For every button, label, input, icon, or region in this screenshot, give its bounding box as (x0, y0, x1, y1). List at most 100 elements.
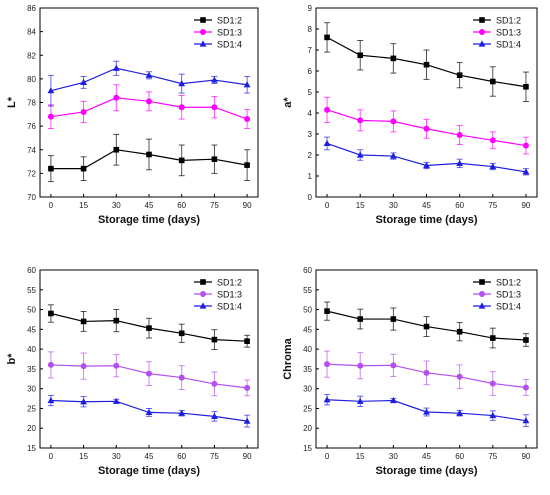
x-tick-label: 30 (389, 201, 398, 210)
y-tick-label: 76 (27, 122, 36, 131)
y-tick-label: 30 (27, 385, 36, 394)
data-point (211, 104, 218, 111)
data-point (423, 61, 430, 68)
legend: SD1:2 SD1:3 SD1:4 (194, 16, 242, 50)
data-point (211, 412, 218, 419)
data-point (113, 362, 120, 369)
legend-label: SD1:4 (217, 302, 242, 312)
y-axis-title: b* (6, 353, 18, 365)
legend-marker (479, 17, 485, 23)
x-tick-label: 90 (521, 201, 530, 210)
data-point (211, 380, 218, 387)
data-point (112, 64, 120, 71)
y-tick-label: 15 (303, 444, 312, 453)
legend-marker (200, 291, 206, 297)
y-tick-label: 7 (308, 46, 313, 55)
series-sd1-4 (323, 136, 530, 176)
legend-label: SD1:4 (496, 40, 521, 50)
y-tick-label: 80 (27, 75, 36, 84)
data-point (113, 94, 120, 101)
data-point (489, 162, 497, 170)
legend-marker (479, 29, 485, 35)
data-point (324, 361, 331, 368)
y-tick-label: 45 (303, 325, 312, 334)
y-tick-label: 6 (308, 67, 313, 76)
data-point (244, 116, 251, 123)
x-tick-label: 45 (145, 201, 154, 210)
data-point (47, 113, 54, 120)
data-point (456, 159, 464, 166)
y-tick-label: 55 (303, 286, 312, 295)
x-tick-label: 30 (389, 452, 398, 461)
data-point (323, 396, 331, 403)
y-tick-label: 8 (308, 25, 313, 34)
data-point (357, 117, 364, 124)
data-point (423, 408, 430, 415)
y-tick-label: 30 (303, 385, 312, 394)
data-point (178, 330, 185, 337)
legend-label: SD1:2 (496, 278, 521, 288)
data-point (178, 374, 185, 381)
y-tick-label: 3 (308, 130, 313, 139)
data-point (145, 408, 153, 415)
data-point (522, 168, 530, 175)
y-tick-label: 20 (303, 424, 312, 433)
data-point (489, 137, 496, 144)
data-point (490, 335, 496, 341)
data-point (456, 409, 464, 416)
data-point (324, 106, 331, 113)
series-sd1-3 (324, 350, 529, 396)
data-point (390, 118, 397, 125)
data-point (523, 83, 529, 90)
data-point (324, 308, 330, 314)
x-tick-label: 75 (488, 452, 497, 461)
y-tick-label: 40 (303, 345, 312, 354)
data-point (423, 125, 430, 132)
data-point (423, 369, 430, 376)
data-point (113, 146, 120, 153)
legend-label: SD1:3 (496, 28, 521, 38)
data-point (456, 132, 463, 139)
data-point (389, 152, 397, 159)
legend-label: SD1:4 (496, 302, 521, 312)
data-point (243, 417, 251, 424)
series-sd1-4 (323, 394, 530, 428)
legend-label: SD1:3 (217, 290, 242, 300)
data-point (324, 34, 330, 41)
data-point (456, 373, 463, 380)
data-point (456, 72, 463, 78)
series-sd1-4 (47, 394, 251, 428)
y-tick-label: 4 (308, 109, 313, 118)
x-axis-title: Storage time (days) (98, 214, 200, 226)
data-point (146, 98, 152, 105)
data-point (523, 337, 529, 343)
series-sd1-3 (324, 96, 529, 155)
data-point (80, 363, 87, 370)
y-tick-label: 60 (27, 266, 36, 275)
y-tick-label: 40 (27, 345, 36, 354)
y-tick-label: 1 (308, 172, 313, 181)
data-point (243, 81, 251, 88)
legend-label: SD1:2 (217, 16, 242, 26)
series-sd1-4 (47, 60, 251, 107)
x-tick-label: 75 (210, 201, 219, 210)
legend-marker (479, 291, 485, 297)
legend-label: SD1:2 (496, 16, 521, 26)
data-point (490, 78, 496, 85)
legend-marker (199, 302, 207, 309)
legend-marker (479, 279, 485, 285)
data-point (47, 361, 54, 368)
y-tick-label: 50 (303, 306, 312, 315)
series-sd1-2 (324, 22, 529, 102)
x-tick-label: 75 (488, 201, 497, 210)
data-point (178, 409, 186, 416)
y-tick-label: 35 (27, 365, 36, 374)
x-tick-label: 75 (210, 452, 219, 461)
y-axis-title: a* (282, 97, 294, 108)
data-point (146, 325, 152, 331)
data-point (80, 78, 87, 86)
y-tick-label: 74 (27, 146, 36, 155)
x-tick-label: 60 (177, 201, 186, 210)
y-tick-label: 25 (27, 404, 36, 413)
x-tick-label: 0 (325, 201, 330, 210)
